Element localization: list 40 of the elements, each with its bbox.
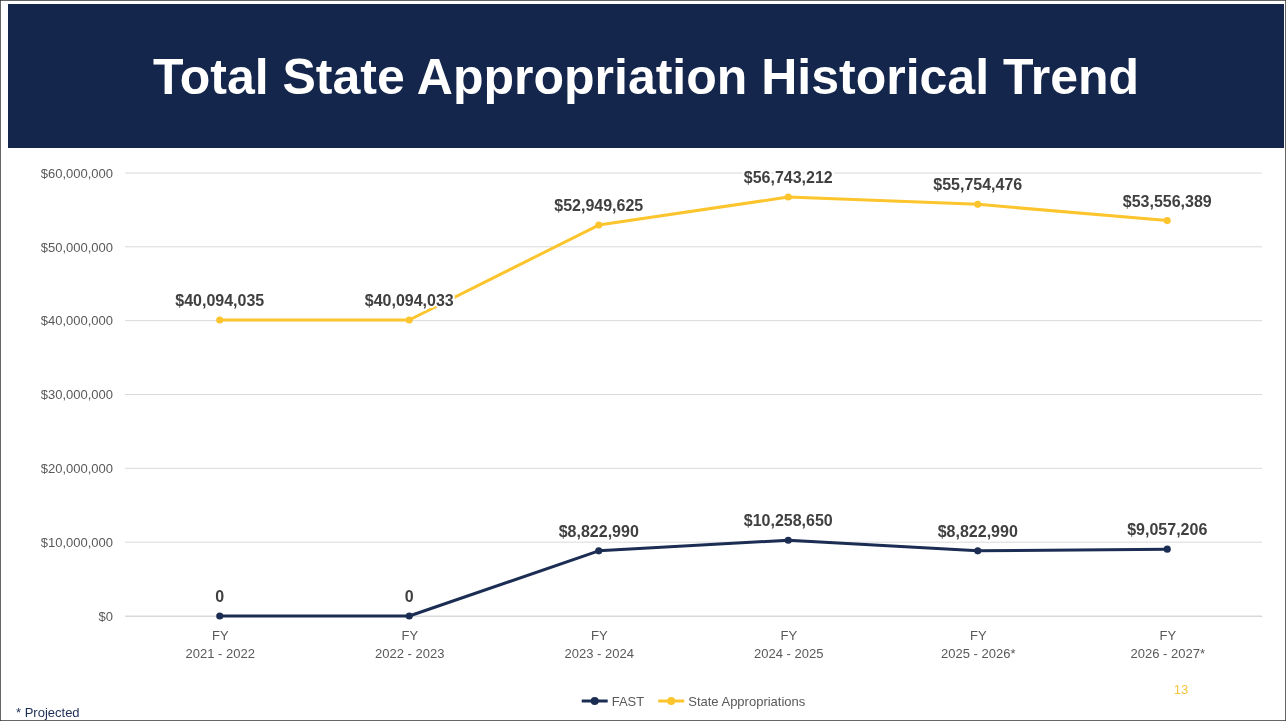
data-label: $8,822,990 (558, 522, 639, 540)
data-label: 0 (215, 588, 225, 605)
text: * Projected (16, 705, 80, 720)
data-label: $10,258,650 (743, 512, 833, 530)
data-label: $40,094,035 (175, 291, 265, 309)
point (974, 200, 982, 208)
point (595, 547, 603, 555)
data-label: $55,754,476 (933, 176, 1023, 194)
y-tick-label: $50,000,000 (40, 239, 113, 255)
y-tick-label: $20,000,000 (40, 460, 113, 476)
point (784, 193, 792, 201)
x-tick-label: FY 2024 - 2025 (754, 628, 824, 661)
point (595, 221, 603, 229)
point (1163, 217, 1171, 225)
x-tick-label: FY 2021 - 2022 (185, 628, 255, 661)
point (405, 316, 413, 324)
point (216, 316, 224, 324)
legend-label: FAST (611, 694, 645, 709)
y-tick-label: $40,000,000 (40, 313, 113, 329)
y-tick-label: $30,000,000 (40, 387, 113, 403)
y-tick-label: $60,000,000 (40, 165, 113, 181)
y-tick-label: $0 (98, 608, 113, 624)
data-label: $53,556,389 (1122, 192, 1212, 210)
point (974, 547, 982, 555)
data-label: $9,057,206 (1127, 521, 1208, 539)
x-tick-label: FY 2026 - 2027* (1130, 628, 1205, 661)
chart-title: Total State Appropriation Historical Trend (152, 49, 1140, 105)
y-tick-label: $10,000,000 (40, 534, 113, 550)
legend-label: State Appropriations (688, 694, 806, 709)
data-label: 0 (404, 588, 414, 605)
x-tick-label: FY 2025 - 2026* (941, 628, 1016, 661)
point (1163, 545, 1171, 553)
x-tick-label: FY 2023 - 2024 (564, 628, 634, 661)
data-label: $56,743,212 (743, 169, 833, 187)
data-label: $8,822,990 (937, 522, 1018, 540)
point (784, 536, 792, 544)
x-tick-label: FY 2022 - 2023 (375, 628, 445, 661)
data-label: $52,949,625 (554, 197, 644, 215)
point (405, 612, 413, 620)
text: 13 (1173, 682, 1189, 697)
